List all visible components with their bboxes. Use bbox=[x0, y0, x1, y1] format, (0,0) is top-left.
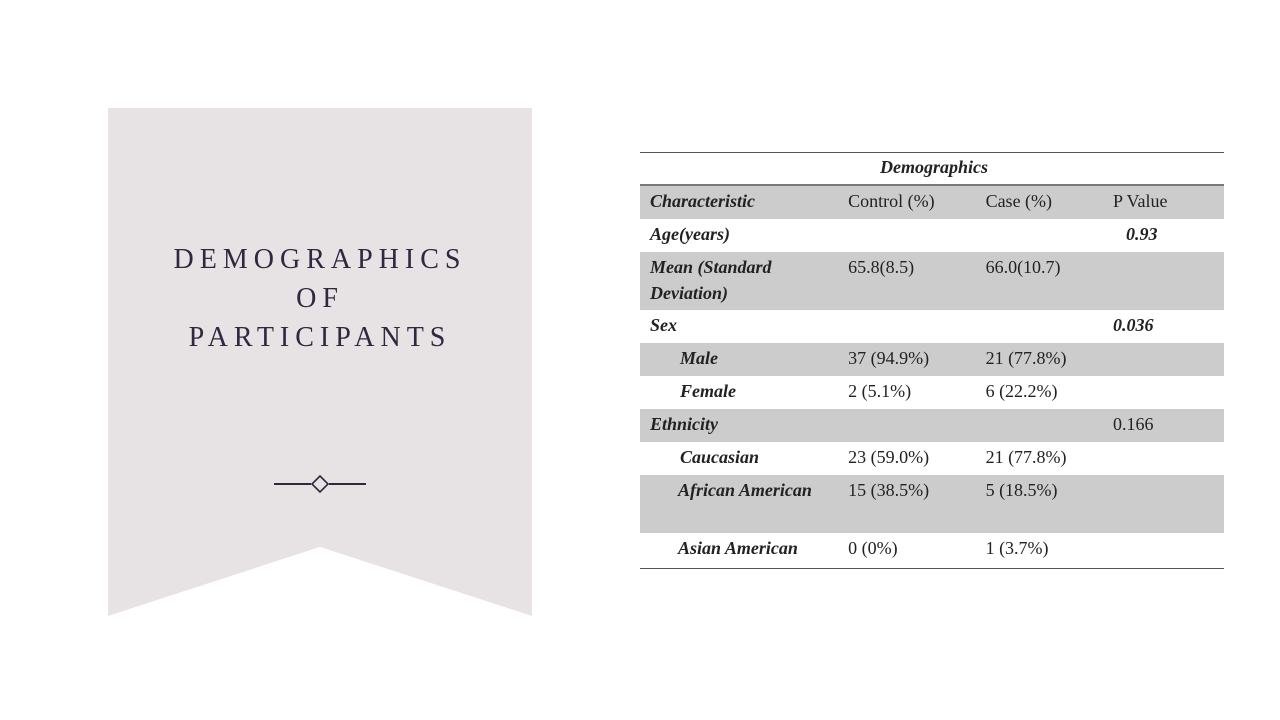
row-control bbox=[838, 310, 975, 343]
header-case: Case (%) bbox=[975, 185, 1110, 219]
row-p-value bbox=[1109, 475, 1224, 533]
row-p-value bbox=[1110, 533, 1224, 566]
row-label: Female bbox=[680, 381, 736, 401]
row-label: Sex bbox=[650, 315, 677, 335]
row-p-value bbox=[1110, 442, 1224, 475]
row-label: Ethnicity bbox=[640, 409, 839, 442]
row-control bbox=[838, 219, 975, 252]
row-control: 37 (94.9%) bbox=[838, 343, 976, 376]
row-case: 1 (3.7%) bbox=[985, 538, 1049, 558]
table-row: Ethnicity 0.166 bbox=[640, 409, 1224, 442]
table-caption-row: Demographics bbox=[640, 153, 1224, 186]
table-caption: Demographics bbox=[640, 153, 1224, 186]
row-case bbox=[976, 219, 1110, 252]
row-case: 66.0(10.7) bbox=[975, 252, 1110, 310]
row-case bbox=[975, 409, 1110, 442]
row-label: Mean (Standard Deviation) bbox=[640, 252, 839, 310]
row-label: Male bbox=[640, 343, 839, 376]
table-header-row: Characteristic Control (%) Case (%) P Va… bbox=[640, 185, 1224, 219]
row-label: Asian American bbox=[678, 538, 798, 558]
row-case: 6 (22.2%) bbox=[985, 381, 1058, 401]
slide-title: DEMOGRAPHICS OF PARTICIPANTS bbox=[108, 240, 532, 357]
row-p-value: 0.166 bbox=[1109, 409, 1224, 442]
demographics-table: Demographics Characteristic Control (%) … bbox=[640, 153, 1224, 566]
header-characteristic: Characteristic bbox=[640, 185, 839, 219]
row-control bbox=[838, 409, 976, 442]
row-label: African American bbox=[640, 475, 839, 533]
row-p-value bbox=[1109, 343, 1224, 376]
table-row: Caucasian 23 (59.0%) 21 (77.8%) bbox=[640, 442, 1224, 475]
row-control: 0 (0%) bbox=[848, 538, 898, 558]
row-label: Age(years) bbox=[650, 224, 730, 244]
row-p-value: 0.93 bbox=[1125, 224, 1158, 244]
row-case: 21 (77.8%) bbox=[975, 343, 1110, 376]
title-banner bbox=[108, 108, 532, 616]
table-row: African American 15 (38.5%) 5 (18.5%) bbox=[640, 475, 1224, 533]
table-row: Female 2 (5.1%) 6 (22.2%) bbox=[640, 376, 1224, 409]
slide-title-line-1: DEMOGRAPHICS bbox=[173, 244, 467, 275]
table-row: Age(years) 0.93 bbox=[640, 219, 1224, 252]
row-p-value bbox=[1110, 376, 1224, 409]
row-control: 15 (38.5%) bbox=[838, 475, 976, 533]
slide-title-line-2: OF bbox=[296, 283, 344, 314]
row-case: 5 (18.5%) bbox=[975, 475, 1110, 533]
table-row: Sex 0.036 bbox=[640, 310, 1224, 343]
row-control: 23 (59.0%) bbox=[848, 447, 930, 467]
row-case: 21 (77.8%) bbox=[985, 447, 1067, 467]
row-control: 65.8(8.5) bbox=[838, 252, 976, 310]
row-p-value bbox=[1109, 252, 1224, 310]
table-row: Asian American 0 (0%) 1 (3.7%) bbox=[640, 533, 1224, 566]
diamond-divider-icon bbox=[274, 474, 366, 494]
header-control: Control (%) bbox=[838, 185, 976, 219]
row-p-value: 0.036 bbox=[1112, 315, 1154, 335]
row-control: 2 (5.1%) bbox=[848, 381, 912, 401]
slide-title-line-3: PARTICIPANTS bbox=[188, 322, 452, 353]
demographics-table-container: Demographics Characteristic Control (%) … bbox=[640, 152, 1224, 569]
row-case bbox=[976, 310, 1110, 343]
table-row: Male 37 (94.9%) 21 (77.8%) bbox=[640, 343, 1224, 376]
header-p-value: P Value bbox=[1109, 185, 1224, 219]
row-label: Caucasian bbox=[680, 447, 760, 467]
table-row: Mean (Standard Deviation) 65.8(8.5) 66.0… bbox=[640, 252, 1224, 310]
